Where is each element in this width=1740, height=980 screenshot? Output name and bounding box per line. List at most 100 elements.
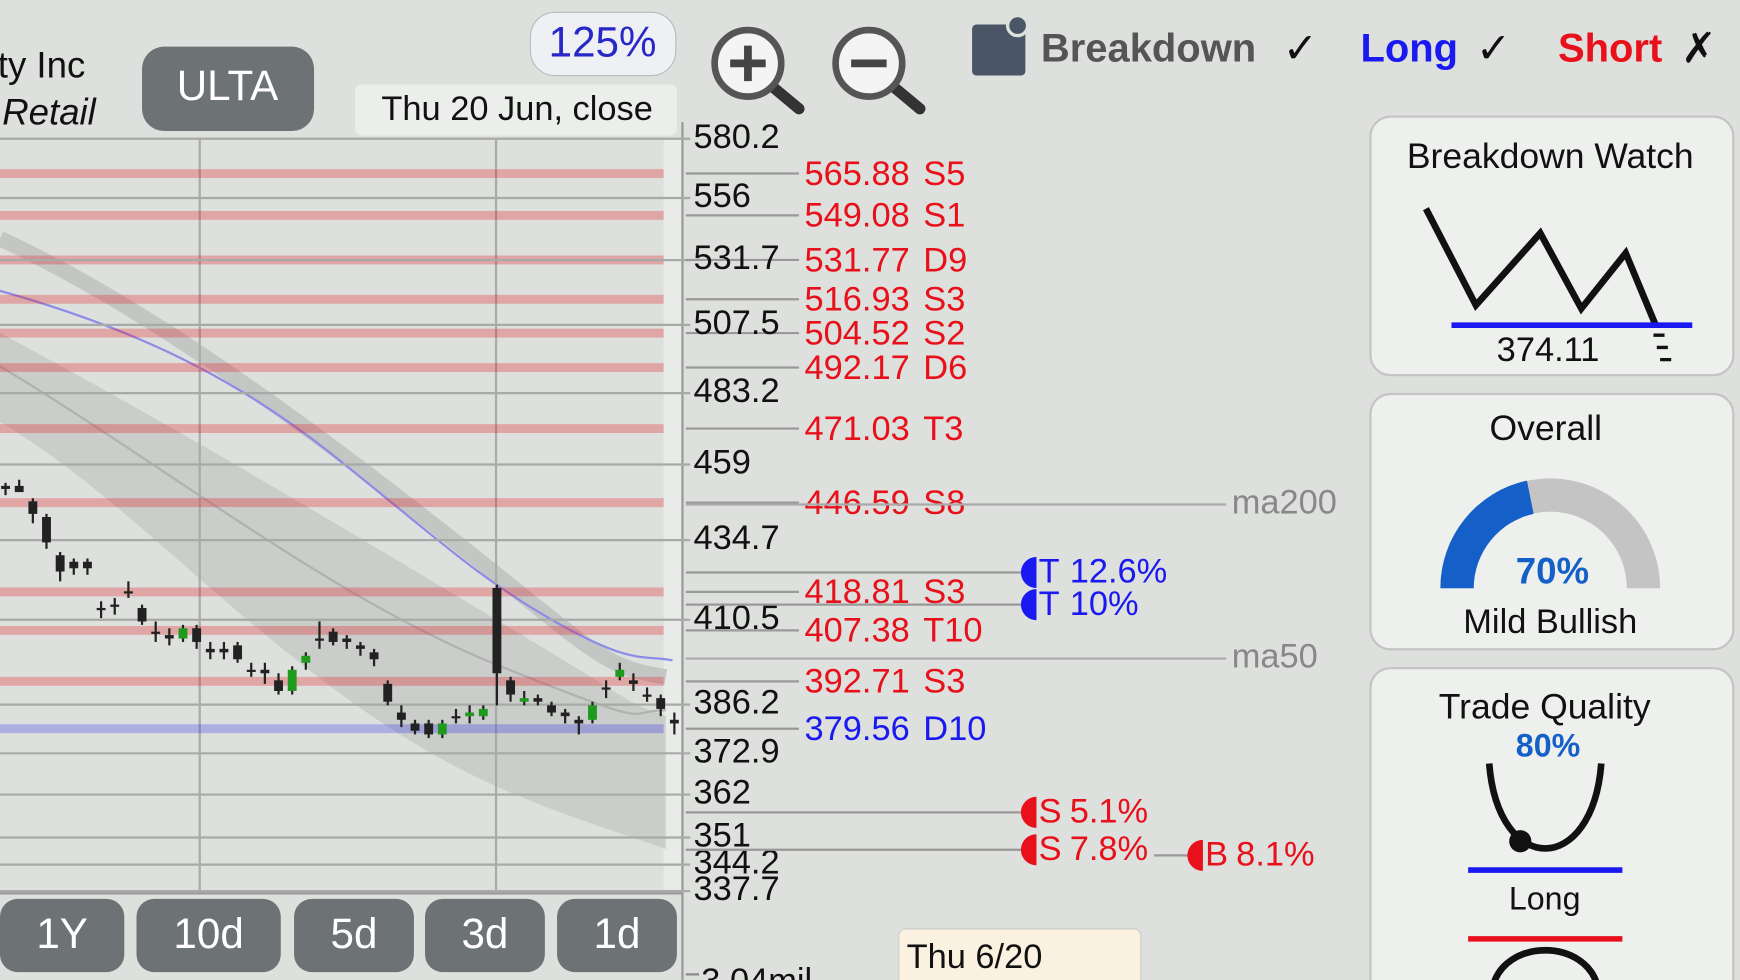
range-button[interactable] <box>136 898 281 973</box>
candle-body <box>151 631 161 634</box>
candle-body <box>14 485 24 493</box>
ma200-curve <box>0 365 666 715</box>
quality-percent: 80% <box>1516 728 1580 764</box>
level-code: S1 <box>923 197 965 235</box>
candle-body <box>615 669 625 677</box>
level-band <box>0 724 664 734</box>
price-tick: 386.2 <box>694 684 780 722</box>
level-value: 531.77 <box>805 241 910 279</box>
breakdown-check[interactable]: ✓ <box>1283 24 1318 73</box>
quality-arch <box>1491 946 1599 980</box>
level-band <box>0 676 664 686</box>
gauge-label: Mild Bullish <box>1463 603 1637 641</box>
zoom-pill[interactable] <box>529 11 677 77</box>
range-button[interactable] <box>425 898 545 973</box>
candle-body <box>533 698 543 702</box>
range-label[interactable]: 1Y <box>36 910 88 957</box>
target-marker <box>1020 589 1037 621</box>
price-tick: 483.2 <box>694 372 780 410</box>
candle-body <box>315 638 324 641</box>
candle-body <box>369 652 379 660</box>
level-value: 392.71 <box>805 663 910 701</box>
candle-body <box>383 683 393 702</box>
target-letter: S <box>1039 830 1062 868</box>
target-letter: T <box>1039 585 1060 623</box>
short-cross[interactable]: ✗ <box>1681 24 1716 73</box>
level-value: 446.59 <box>805 484 910 522</box>
level-code: D6 <box>923 349 967 387</box>
target-letter: B <box>1205 836 1228 874</box>
candle-body <box>656 698 666 709</box>
candle-body <box>42 516 51 543</box>
breakdown-pattern <box>1422 207 1659 327</box>
level-code: S3 <box>923 663 965 701</box>
long-check[interactable]: ✓ <box>1476 24 1511 73</box>
level-band <box>0 625 664 635</box>
target-marker <box>1020 834 1037 866</box>
panel[interactable] <box>1369 667 1735 980</box>
date: Thu 20 Jun, close <box>381 90 652 128</box>
candle-body <box>192 628 202 642</box>
candle-body <box>669 719 679 724</box>
candle-body <box>547 705 556 713</box>
zoom-level[interactable]: 125% <box>549 19 657 66</box>
ma50-curve <box>0 289 673 662</box>
range-button[interactable] <box>0 898 125 973</box>
price-tick: 372.9 <box>694 732 780 770</box>
sector: Retail <box>2 91 96 132</box>
level-band <box>0 210 664 220</box>
candle-body <box>137 607 147 622</box>
breakdown-toggle[interactable]: Breakdown <box>1041 27 1256 71</box>
candle-body <box>110 604 120 607</box>
breakdown-icon[interactable] <box>972 13 1030 76</box>
price-chart <box>0 122 691 980</box>
level-code: D10 <box>923 710 986 748</box>
level-value: 565.88 <box>805 155 910 193</box>
candle-body <box>424 723 434 735</box>
panel-title: Overall <box>1490 408 1602 448</box>
long-toggle[interactable]: Long <box>1360 27 1458 71</box>
volume: 3.04mil <box>701 962 812 980</box>
target-pct: 5.1% <box>1070 793 1148 831</box>
ticker[interactable]: ULTA <box>177 62 279 109</box>
range-label[interactable]: 1d <box>594 910 641 957</box>
candle-body <box>28 501 38 514</box>
target-pct: 10% <box>1070 585 1139 623</box>
candle-body <box>178 628 188 639</box>
candle-body <box>164 635 174 639</box>
level-value: 407.38 <box>805 612 910 650</box>
price-tick: 362 <box>694 774 751 812</box>
candle-body <box>506 680 516 695</box>
ticker-button[interactable] <box>142 46 315 132</box>
candle-body <box>96 607 106 611</box>
range-button[interactable] <box>294 898 414 973</box>
range-label[interactable]: 3d <box>461 910 508 957</box>
candle-body <box>301 655 311 663</box>
panel[interactable] <box>1369 115 1735 377</box>
candle-body <box>519 698 529 702</box>
target-pct: 8.1% <box>1236 836 1314 874</box>
level-band <box>0 363 664 372</box>
candle-body <box>628 680 638 684</box>
quality-label: Long <box>1509 881 1581 917</box>
zoom-in[interactable] <box>711 26 805 115</box>
level-band <box>0 587 664 597</box>
ma-label: ma50 <box>1232 638 1318 676</box>
range-label[interactable]: 5d <box>331 910 378 957</box>
candle-body <box>560 712 570 717</box>
range-label[interactable]: 10d <box>173 910 243 957</box>
level-band <box>0 424 664 433</box>
breakdown-dash <box>1653 333 1672 362</box>
target-pct: 12.6% <box>1070 553 1168 591</box>
panel-title: Trade Quality <box>1439 687 1651 727</box>
scroll-strip <box>663 138 683 894</box>
zoom-out[interactable] <box>832 26 926 115</box>
range-button[interactable] <box>557 898 677 973</box>
short-toggle[interactable]: Short <box>1558 27 1662 71</box>
price-tick: 337.7 <box>694 870 780 908</box>
candle-body <box>274 680 283 691</box>
candle-body <box>1 485 10 489</box>
level-band <box>0 294 664 304</box>
candle-body <box>55 555 65 572</box>
date-tag-text: Thu 6/20 <box>907 938 1043 976</box>
